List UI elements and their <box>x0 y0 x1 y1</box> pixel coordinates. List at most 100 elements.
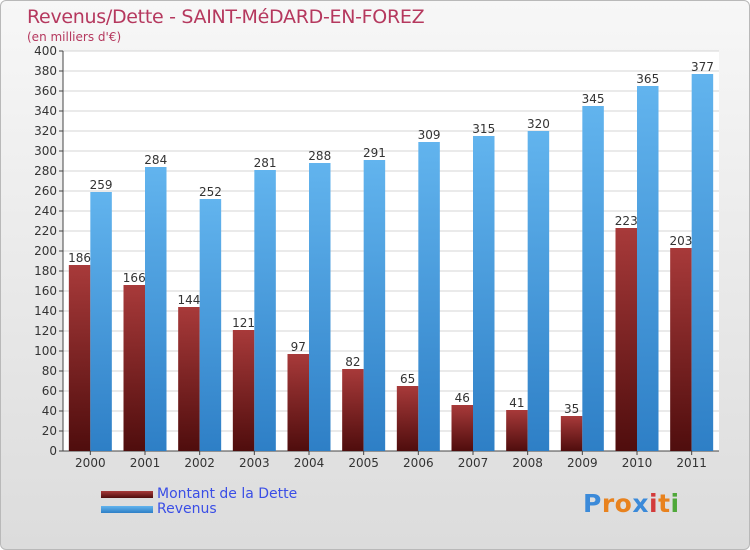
data-label-dette: 223 <box>615 214 638 228</box>
bar-dette <box>342 369 364 451</box>
data-label-revenus: 259 <box>90 178 113 192</box>
x-tick-label: 2003 <box>239 456 270 470</box>
data-label-revenus: 315 <box>472 122 495 136</box>
y-tick-label: 100 <box>34 344 57 358</box>
x-tick-label: 2000 <box>75 456 106 470</box>
data-label-dette: 35 <box>564 402 579 416</box>
legend: Montant de la Dette Revenus <box>101 487 297 517</box>
y-tick-label: 60 <box>42 384 57 398</box>
logo-letter: t <box>658 489 671 518</box>
bar-revenus <box>691 74 714 451</box>
chart-title: Revenus/Dette - SAINT-MéDARD-EN-FOREZ <box>27 6 425 28</box>
x-tick-label: 2001 <box>130 456 161 470</box>
y-tick-label: 200 <box>34 244 57 258</box>
y-tick-label: 40 <box>42 404 57 418</box>
data-label-dette: 46 <box>455 391 470 405</box>
logo-letter: x <box>632 489 649 518</box>
x-tick-label: 2004 <box>294 456 325 470</box>
y-tick-label: 260 <box>34 184 57 198</box>
data-label-dette: 203 <box>669 234 692 248</box>
bar-revenus <box>527 131 550 451</box>
data-label-revenus: 284 <box>144 153 167 167</box>
legend-item-revenus: Revenus <box>101 502 297 517</box>
bar-dette <box>68 265 91 451</box>
x-tick-label: 2011 <box>676 456 707 470</box>
data-label-revenus: 365 <box>636 72 659 86</box>
logo-letter: r <box>601 489 615 518</box>
logo-letter: i <box>670 489 680 518</box>
data-label-dette: 82 <box>345 355 360 369</box>
bar-revenus <box>145 167 167 451</box>
y-tick-label: 20 <box>42 424 57 438</box>
bar-revenus <box>582 106 604 451</box>
bar-dette <box>615 228 637 451</box>
data-label-revenus: 252 <box>199 185 222 199</box>
data-label-revenus: 281 <box>254 156 277 170</box>
data-label-revenus: 291 <box>363 146 386 160</box>
bar-dette <box>560 416 583 451</box>
x-tick-label: 2008 <box>512 456 543 470</box>
bar-revenus <box>254 170 276 451</box>
x-tick-label: 2007 <box>458 456 489 470</box>
data-label-dette: 166 <box>123 271 146 285</box>
bar-dette <box>178 307 200 451</box>
y-tick-label: 380 <box>34 64 57 78</box>
bar-revenus <box>418 142 440 451</box>
bar-revenus <box>309 163 331 451</box>
y-tick-label: 300 <box>34 144 57 158</box>
proxiti-logo: Proxiti <box>583 489 680 518</box>
legend-item-dette: Montant de la Dette <box>101 487 297 502</box>
bar-revenus <box>90 192 112 451</box>
legend-label-revenus: Revenus <box>157 501 217 517</box>
y-tick-label: 140 <box>34 304 57 318</box>
bar-revenus <box>637 86 659 451</box>
y-tick-label: 80 <box>42 364 57 378</box>
x-tick-label: 2010 <box>622 456 653 470</box>
x-tick-label: 2006 <box>403 456 434 470</box>
data-label-revenus: 320 <box>527 117 550 131</box>
y-tick-label: 400 <box>34 44 57 58</box>
bar-dette <box>506 410 528 451</box>
data-label-revenus: 377 <box>691 60 714 74</box>
bar-dette <box>396 386 419 451</box>
legend-swatch-revenus <box>101 506 153 513</box>
data-label-dette: 186 <box>68 251 91 265</box>
y-tick-label: 320 <box>34 124 57 138</box>
x-tick-label: 2009 <box>567 456 598 470</box>
data-label-dette: 41 <box>509 396 524 410</box>
data-label-dette: 97 <box>291 340 306 354</box>
y-tick-label: 360 <box>34 84 57 98</box>
bar-revenus <box>473 136 495 451</box>
y-tick-label: 180 <box>34 264 57 278</box>
bar-dette <box>123 285 145 451</box>
legend-swatch-dette <box>101 491 153 498</box>
data-label-revenus: 288 <box>308 149 331 163</box>
legend-label-dette: Montant de la Dette <box>157 486 298 502</box>
data-label-revenus: 345 <box>582 92 605 106</box>
data-label-revenus: 309 <box>418 128 441 142</box>
bar-revenus <box>199 199 222 451</box>
y-tick-label: 220 <box>34 224 57 238</box>
bar-dette <box>451 405 473 451</box>
logo-letter: o <box>614 489 633 518</box>
x-tick-label: 2005 <box>348 456 379 470</box>
chart-subtitle: (en milliers d'€) <box>27 30 122 44</box>
x-tick-label: 2002 <box>184 456 215 470</box>
data-label-dette: 144 <box>177 293 200 307</box>
data-label-dette: 121 <box>232 316 255 330</box>
y-tick-label: 240 <box>34 204 57 218</box>
logo-letter: i <box>649 489 659 518</box>
y-tick-label: 160 <box>34 284 57 298</box>
bar-revenus <box>363 160 386 451</box>
y-tick-label: 120 <box>34 324 57 338</box>
bar-dette <box>287 354 309 451</box>
bar-dette <box>232 330 255 451</box>
y-tick-label: 0 <box>49 444 57 458</box>
data-label-dette: 65 <box>400 372 415 386</box>
y-tick-label: 280 <box>34 164 57 178</box>
bar-dette <box>670 248 692 451</box>
logo-letter: P <box>583 489 602 518</box>
y-tick-label: 340 <box>34 104 57 118</box>
